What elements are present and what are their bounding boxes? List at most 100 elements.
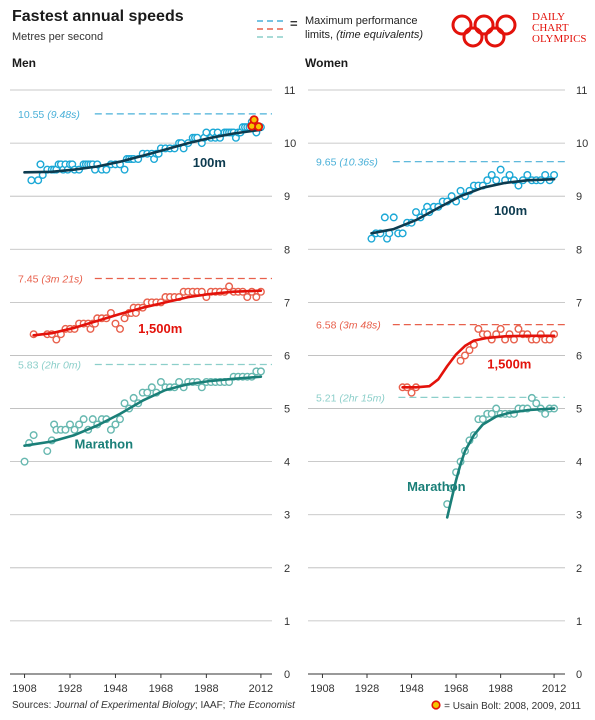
data-point <box>27 176 36 185</box>
series-label: Marathon <box>407 479 466 494</box>
data-point <box>514 324 523 333</box>
x-tick-label: 1988 <box>194 683 218 695</box>
x-tick-label: 1928 <box>58 683 82 695</box>
data-point <box>111 319 120 328</box>
data-point <box>120 165 129 174</box>
data-point <box>523 170 532 179</box>
y-tick-label: 3 <box>576 510 582 522</box>
y-tick-label: 1 <box>576 616 582 628</box>
data-point <box>474 324 483 333</box>
data-point <box>197 383 206 392</box>
data-point <box>75 420 84 429</box>
data-point <box>527 393 536 402</box>
chart-title: Fastest annual speeds <box>12 8 184 25</box>
sources-prefix: Sources: <box>12 700 55 711</box>
data-point <box>256 367 265 376</box>
data-point <box>532 399 541 408</box>
limit-label: 10.55 (9.48s) <box>18 109 80 121</box>
series-label: 1,500m <box>487 357 531 372</box>
bolt-point <box>254 122 264 132</box>
data-point <box>243 293 252 302</box>
y-tick-label: 10 <box>576 138 588 150</box>
data-point <box>43 447 52 456</box>
panel-title-women: Women <box>305 56 349 70</box>
data-point <box>380 213 389 222</box>
olympic-rings-icon <box>451 14 517 48</box>
x-tick-label: 2012 <box>542 683 566 695</box>
data-point <box>61 425 70 434</box>
x-tick-label: 1948 <box>103 683 127 695</box>
data-point <box>389 213 398 222</box>
trend-line <box>370 177 556 235</box>
limit-value: 5.21 <box>316 392 339 404</box>
limit-time: (2hr 15m) <box>339 392 385 404</box>
sources-economist: The Economist <box>228 700 295 711</box>
data-point <box>541 409 550 418</box>
data-point <box>496 324 505 333</box>
y-tick-label: 8 <box>284 244 290 256</box>
data-point <box>478 415 487 424</box>
y-tick-label: 7 <box>576 297 582 309</box>
data-point <box>407 388 416 397</box>
limit-time: (2hr 0m) <box>41 359 81 371</box>
limit-label: 7.45 (3m 21s) <box>18 273 83 285</box>
x-tick-label: 1948 <box>399 683 423 695</box>
data-point <box>79 415 88 424</box>
chart-subtitle: Metres per second <box>12 31 104 43</box>
y-tick-label: 11 <box>284 85 295 97</box>
data-point <box>147 383 156 392</box>
brand-line-1: Daily <box>532 11 566 23</box>
limit-time: (9.48s) <box>47 109 80 121</box>
limit-value: 5.83 <box>18 359 41 371</box>
data-point <box>398 229 407 238</box>
y-tick-label: 2 <box>284 563 290 575</box>
data-point <box>52 335 61 344</box>
x-tick-label: 1968 <box>149 683 173 695</box>
data-point <box>106 425 115 434</box>
data-point <box>496 165 505 174</box>
limit-time: (3m 48s) <box>339 320 380 332</box>
y-tick-label: 10 <box>284 138 296 150</box>
data-point <box>115 415 124 424</box>
data-point <box>367 234 376 243</box>
panel-title-men: Men <box>12 56 36 70</box>
limit-label: 9.65 (10.36s) <box>316 157 378 169</box>
y-tick-label: 0 <box>576 669 582 681</box>
data-point <box>487 409 496 418</box>
data-point <box>456 356 465 365</box>
limit-label: 5.83 (2hr 0m) <box>18 359 81 371</box>
legend-swatch <box>257 20 287 38</box>
data-point <box>20 457 29 466</box>
data-point <box>115 324 124 333</box>
data-point <box>70 425 79 434</box>
y-tick-label: 3 <box>284 510 290 522</box>
data-point <box>34 176 43 185</box>
y-tick-label: 2 <box>576 563 582 575</box>
data-point <box>65 420 74 429</box>
data-point <box>252 293 261 302</box>
x-tick-label: 1928 <box>355 683 379 695</box>
limit-value: 6.58 <box>316 320 339 332</box>
x-tick-label: 1908 <box>310 683 334 695</box>
trend-line <box>445 407 556 519</box>
trend-line <box>23 128 263 174</box>
legend-line-2: limits, (time equivalents) <box>305 28 423 42</box>
brand-line-2: Chart <box>532 22 569 34</box>
chart-women: 0 1 2 3 4 5 6 7 8 9 10 11 1908 1928 1948 1968 1988 2012 9.… <box>308 85 588 695</box>
data-point <box>492 176 501 185</box>
trend-line <box>32 289 263 337</box>
data-point <box>505 170 514 179</box>
x-tick-label: 2012 <box>249 683 273 695</box>
y-tick-label: 8 <box>576 244 582 256</box>
y-tick-label: 0 <box>284 669 290 681</box>
limit-value: 7.45 <box>18 273 41 285</box>
y-tick-label: 4 <box>576 457 582 469</box>
series-label: Marathon <box>75 436 134 451</box>
data-point <box>129 393 138 402</box>
chart-men: 0 1 2 3 4 5 6 7 8 9 10 11 1908 1928 1948 1968 1988 2012 10… <box>10 85 296 695</box>
y-tick-label: 4 <box>284 457 290 469</box>
data-point <box>29 431 38 440</box>
limit-time: (3m 21s) <box>41 273 82 285</box>
sources-note: Sources: Journal of Experimental Biology… <box>12 700 295 711</box>
sources-journal: Journal of Experimental Biology <box>54 700 195 711</box>
